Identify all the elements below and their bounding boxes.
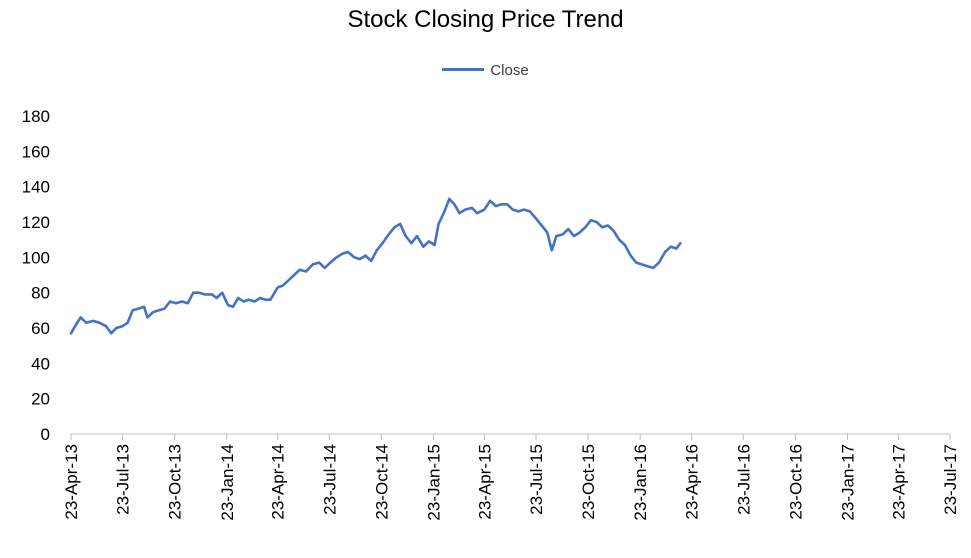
x-tick-label: 23-Jan-14: [218, 444, 237, 521]
x-tick-label: 23-Apr-13: [62, 444, 81, 520]
y-tick-label: 120: [22, 213, 50, 232]
legend: Close: [0, 62, 971, 79]
x-tick-label: 23-Jan-16: [631, 444, 650, 521]
y-tick-label: 140: [22, 178, 50, 197]
series-line-close: [69, 197, 682, 335]
x-tick-label: 23-Jul-14: [320, 444, 339, 515]
y-tick-label: 80: [31, 284, 50, 303]
legend-swatch-close: [442, 67, 485, 71]
y-tick-label: 160: [22, 142, 50, 161]
x-tick-label: 23-Jul-17: [941, 444, 960, 515]
y-tick-label: 180: [22, 107, 50, 126]
x-tick-label: 23-Jul-13: [114, 444, 133, 515]
x-tick-label: 23-Jan-15: [424, 444, 443, 521]
x-tick-label: 23-Apr-17: [889, 444, 908, 520]
chart-title: Stock Closing Price Trend: [347, 6, 624, 33]
y-tick-label: 100: [22, 248, 50, 267]
y-tick-label: 60: [31, 319, 50, 338]
x-tick-label: 23-Jul-16: [734, 444, 753, 515]
x-tick-label: 23-Oct-15: [579, 444, 598, 520]
x-tick-label: 23-Oct-16: [786, 444, 805, 520]
legend-label-close: Close: [490, 62, 529, 79]
y-tick-label: 40: [31, 354, 50, 373]
x-tick-label: 23-Jul-15: [527, 444, 546, 515]
x-tick-label: 23-Apr-14: [269, 444, 288, 520]
x-tick-label: 23-Jan-17: [838, 444, 857, 521]
x-tick-label: 23-Oct-13: [166, 444, 185, 520]
y-tick-label: 0: [41, 425, 50, 444]
x-tick-label: 23-Apr-16: [683, 444, 702, 520]
x-tick-label: 23-Oct-14: [372, 444, 391, 520]
y-tick-label: 20: [31, 390, 50, 409]
x-tick-label: 23-Apr-15: [475, 444, 494, 520]
